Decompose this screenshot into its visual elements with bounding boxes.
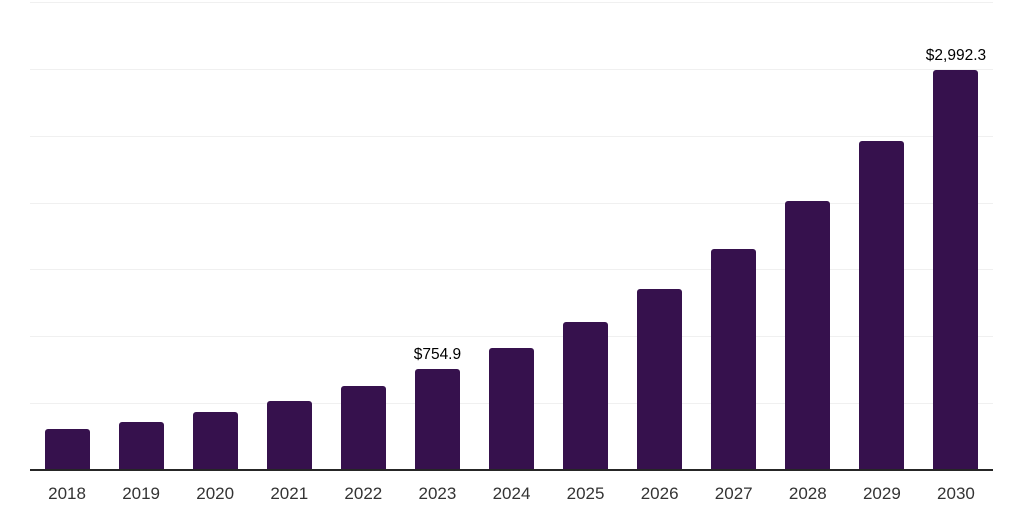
bar-2030	[933, 69, 979, 470]
gridline-2500	[30, 135, 993, 137]
bar-2018	[44, 428, 90, 470]
bar-2025	[563, 321, 609, 470]
bar-2020	[192, 411, 238, 470]
x-tick-label-2023: 2023	[418, 484, 457, 503]
bar-2029	[859, 141, 905, 470]
x-tick-label-2019: 2019	[122, 484, 161, 503]
x-tick-label-2025: 2025	[566, 484, 605, 503]
x-tick-label-2020: 2020	[196, 484, 235, 503]
data-label-2030: $2,992.3	[925, 46, 987, 64]
gridline-1500	[30, 269, 993, 271]
gridline-1000	[30, 336, 993, 338]
bar-2021	[266, 401, 312, 470]
bar-2026	[637, 289, 683, 470]
gridline-3000	[30, 68, 993, 70]
bar-2019	[118, 421, 164, 470]
x-tick-label-2018: 2018	[48, 484, 86, 503]
x-tick-label-2022: 2022	[344, 484, 383, 503]
x-tick-label-2030: 2030	[937, 484, 975, 503]
bar-2024	[489, 347, 534, 470]
x-tick-label-2027: 2027	[714, 484, 753, 503]
bar-2027	[711, 248, 757, 470]
bar-2023	[414, 369, 460, 470]
data-label-2023: $754.9	[413, 346, 462, 364]
x-tick-label-2026: 2026	[640, 484, 679, 503]
gridline-3500	[30, 2, 993, 3]
bar-2028	[785, 200, 831, 470]
gridline-2000	[30, 202, 993, 204]
bar-2022	[340, 385, 386, 470]
x-tick-label-2029: 2029	[862, 484, 901, 503]
x-axis-line	[30, 469, 993, 471]
x-tick-label-2028: 2028	[788, 484, 827, 503]
x-tick-label-2021: 2021	[270, 484, 309, 503]
x-tick-label-2024: 2024	[492, 484, 531, 503]
